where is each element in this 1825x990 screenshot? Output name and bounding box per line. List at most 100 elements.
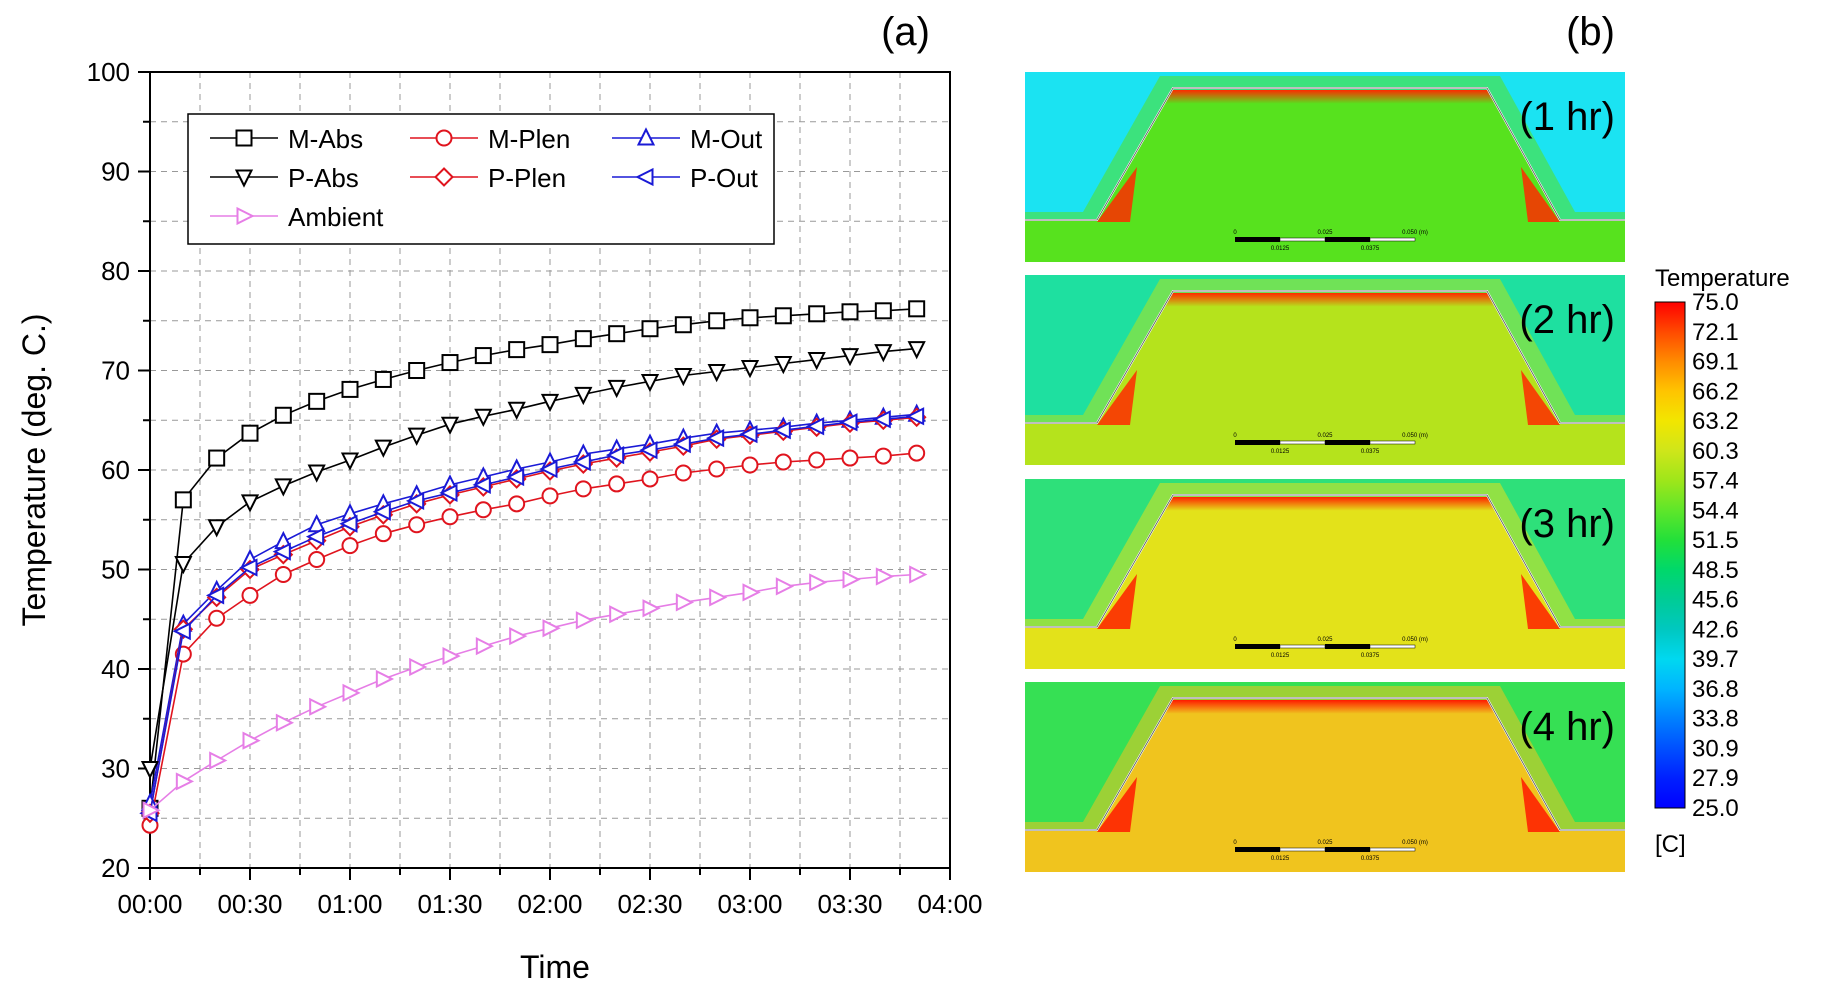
- data-point-m-plen: [641, 470, 659, 488]
- y-tick-label: 60: [101, 455, 130, 485]
- colorbar-tick-label: 25.0: [1692, 795, 1739, 822]
- chart-legend: M-Abs M-Plen M-Out P-Abs P-Plen P-Out Ambient: [187, 113, 775, 245]
- data-point-p-abs: [307, 464, 326, 483]
- data-point-p-out: [605, 445, 625, 465]
- data-point-p-out: [839, 413, 858, 432]
- series-p-out: [139, 407, 925, 823]
- data-point-ambient: [575, 611, 595, 630]
- series-m-plen: [141, 444, 926, 834]
- data-point-m-plen: [708, 460, 726, 478]
- x-tick-label: 01:30: [417, 889, 482, 919]
- legend-label: Ambient: [288, 202, 384, 232]
- data-point-m-plen: [874, 447, 892, 465]
- data-point-ambient: [509, 627, 528, 646]
- legend-marker: [435, 129, 453, 147]
- data-point-ambient: [409, 657, 428, 677]
- data-point-p-abs: [774, 356, 793, 375]
- data-point-m-plen: [608, 475, 626, 493]
- data-point-m-plen: [508, 495, 526, 513]
- scale-bar-label: 0.0125: [1271, 246, 1290, 252]
- colorbar-unit: [C]: [1655, 831, 1686, 858]
- scale-bar-label: 0.0375: [1361, 246, 1380, 252]
- scale-bar-black: [1235, 847, 1280, 852]
- colorbar-title: Temperature: [1655, 265, 1790, 292]
- data-point-ambient: [142, 801, 161, 820]
- data-point-p-abs: [574, 386, 593, 406]
- data-point-ambient: [375, 669, 395, 689]
- scale-bar-black: [1325, 644, 1370, 649]
- data-point-p-out: [772, 421, 791, 440]
- series-p-plen: [140, 407, 927, 824]
- scale-bar-white: [1279, 644, 1326, 649]
- series-line-m-plen: [149, 452, 917, 826]
- data-point-m-abs: [641, 320, 659, 338]
- colorbar-tick-label: 54.4: [1692, 497, 1739, 524]
- data-point-ambient: [242, 731, 261, 750]
- legend-marker: [636, 127, 656, 146]
- scale-bar-label: 0.050 (m): [1402, 230, 1428, 236]
- colorbar-tick-label: 66.2: [1692, 378, 1739, 405]
- snapshot-time-label: (4 hr): [1519, 705, 1615, 749]
- scale-bar-white: [1369, 237, 1416, 242]
- scale-bar-black: [1325, 440, 1370, 445]
- data-point-p-abs: [140, 761, 160, 780]
- hot-corner-right: [1521, 370, 1560, 425]
- data-point-p-abs: [474, 408, 493, 428]
- legend-label: P-Abs: [288, 163, 359, 193]
- data-point-p-out: [572, 452, 591, 472]
- colorbar-tick-label: 33.8: [1692, 706, 1739, 733]
- data-point-ambient: [675, 593, 695, 612]
- data-point-p-out: [339, 514, 358, 533]
- scale-bar-label: 0.0375: [1361, 856, 1380, 862]
- panel-b-label: (b): [1566, 10, 1615, 54]
- data-point-m-plen: [241, 586, 259, 604]
- data-point-ambient: [909, 565, 928, 584]
- scale-bar-black: [1325, 237, 1370, 242]
- y-tick-label: 100: [87, 57, 130, 87]
- scale-bar: 0 0.025 0.050 (m) 0.0125 0.0375: [1233, 840, 1428, 862]
- scale-bar-label: 0.0375: [1361, 449, 1380, 455]
- data-point-m-abs: [341, 380, 359, 398]
- data-point-m-abs: [408, 362, 426, 379]
- data-point-p-out: [639, 440, 658, 460]
- colorbar-tick-label: 69.1: [1692, 349, 1739, 376]
- data-point-m-plen: [308, 551, 326, 569]
- data-point-m-abs: [241, 424, 259, 442]
- scale-bar-label: 0.0125: [1271, 653, 1290, 659]
- x-tick-label: 01:00: [317, 889, 382, 919]
- data-point-m-abs: [374, 370, 392, 388]
- data-point-m-abs: [808, 305, 826, 323]
- colorbar-tick-label: 60.3: [1692, 438, 1739, 465]
- data-point-ambient: [709, 588, 728, 607]
- data-point-p-out: [205, 586, 225, 605]
- data-point-p-out: [905, 407, 925, 426]
- scale-bar-black: [1325, 847, 1370, 852]
- data-point-m-plen: [408, 516, 426, 534]
- snapshot-time-label: (1 hr): [1519, 95, 1615, 139]
- legend-marker: [236, 206, 255, 226]
- data-point-p-out: [239, 558, 258, 577]
- x-tick-label: 03:30: [817, 889, 882, 919]
- data-point-p-out: [739, 425, 758, 444]
- scale-bar-label: 0: [1233, 637, 1237, 643]
- data-point-m-abs: [541, 336, 559, 354]
- data-point-p-abs: [174, 556, 193, 575]
- colorbar-tick-label: 75.0: [1692, 289, 1739, 316]
- y-tick-label: 40: [101, 654, 130, 684]
- data-point-ambient: [442, 646, 461, 666]
- data-point-ambient: [875, 567, 895, 586]
- data-point-p-abs: [907, 341, 926, 360]
- data-point-m-abs: [574, 330, 592, 348]
- snapshot-time-label: (3 hr): [1519, 502, 1615, 546]
- data-point-p-abs: [340, 452, 360, 471]
- scale-bar: 0 0.025 0.050 (m) 0.0125 0.0375: [1233, 637, 1428, 659]
- heated-body: [1025, 90, 1625, 262]
- data-point-p-abs: [607, 379, 626, 399]
- data-point-p-abs: [540, 393, 560, 413]
- data-point-m-plen: [374, 525, 392, 543]
- scale-bar-white: [1369, 440, 1416, 445]
- data-point-ambient: [209, 751, 228, 770]
- scale-bar-label: 0.025: [1317, 840, 1333, 846]
- hot-corner-left: [1097, 167, 1137, 222]
